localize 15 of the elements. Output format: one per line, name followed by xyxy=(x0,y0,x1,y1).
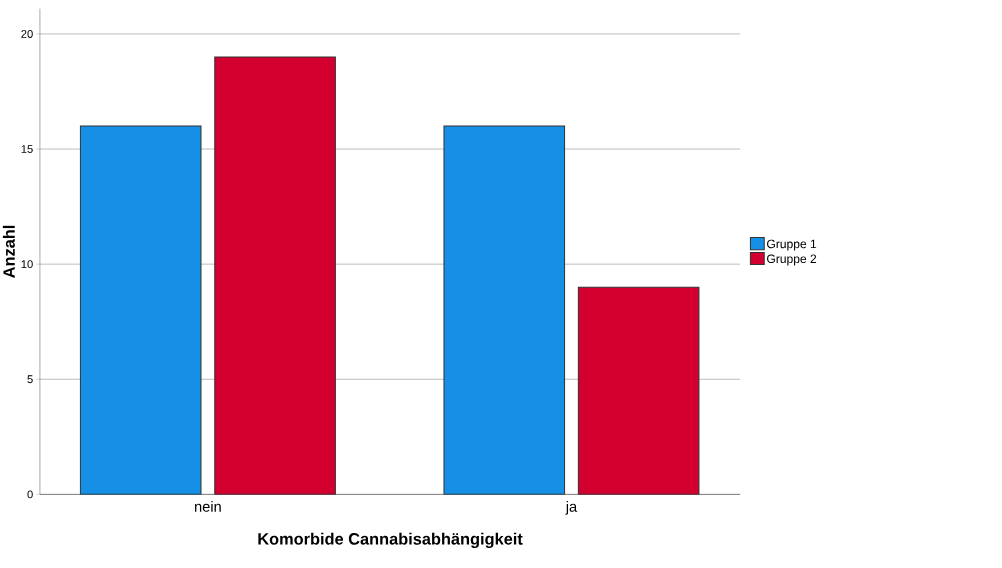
y-tick-label: 5 xyxy=(27,375,33,384)
y-tick-label: 0 xyxy=(27,490,33,499)
legend-label: Gruppe 1 xyxy=(767,239,817,251)
y-tick-label: 10 xyxy=(21,260,33,269)
x-tick-label: ja xyxy=(565,501,578,515)
bar xyxy=(79,125,202,495)
x-tick-label: nein xyxy=(195,501,221,513)
bar xyxy=(443,125,566,495)
bar xyxy=(214,56,336,495)
x-axis-title: Komorbide Cannabisabhängigkeit xyxy=(258,532,523,549)
y-tick-label: 20 xyxy=(21,30,33,39)
legend-label: Gruppe 2 xyxy=(767,254,817,266)
y-axis-title: Anzahl xyxy=(2,226,15,279)
bar xyxy=(577,286,700,495)
y-tick-label: 15 xyxy=(21,145,33,154)
